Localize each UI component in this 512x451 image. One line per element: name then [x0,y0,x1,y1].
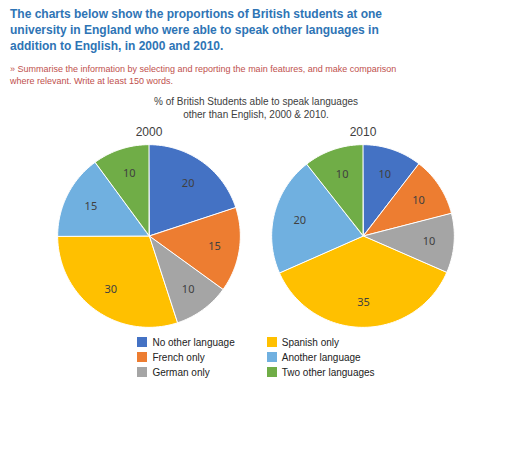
svg-text:20: 20 [293,212,306,227]
svg-text:20: 20 [182,175,195,190]
svg-text:15: 15 [85,198,98,213]
svg-text:10: 10 [379,166,392,181]
html-text:German only: German only [152,366,210,378]
svg-text:10: 10 [423,233,436,248]
svg-text:10: 10 [123,165,136,180]
html-text:2000: 2000 [135,124,163,139]
svg-text:15: 15 [208,238,221,253]
svg-text:35: 35 [357,294,370,309]
html-text:French only: French only [152,351,205,363]
html-text:The charts below show the prop: The charts below show the proportions of… [10,7,382,54]
svg-text:30: 30 [105,281,118,296]
svg-text:10: 10 [412,192,425,207]
html-text:» Summarise the information by: » Summarise the information by selecting… [10,63,397,86]
svg-text:10: 10 [182,281,195,296]
html-text:No other language: No other language [152,336,235,348]
svg-text:10: 10 [336,166,349,181]
html-text:% of British Students able to: % of British Students able to speak lang… [154,95,358,120]
html-text:Another language: Another language [281,351,361,363]
html-text:Two other languages: Two other languages [281,366,375,378]
html-text:2010: 2010 [349,124,377,139]
html-text:Spanish only: Spanish only [281,336,339,348]
